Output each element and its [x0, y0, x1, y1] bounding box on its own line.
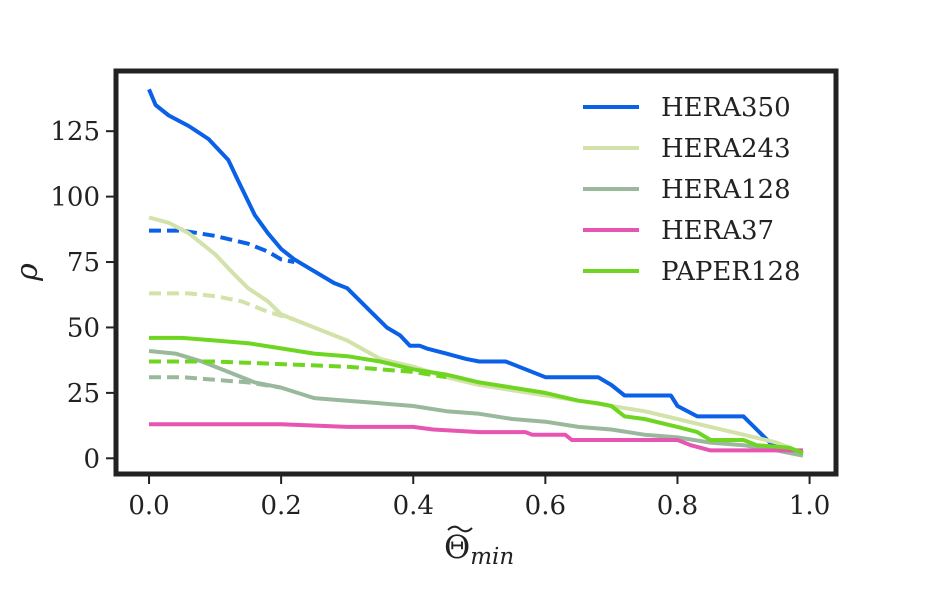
x-tick-label: 0.6: [525, 491, 566, 521]
series-line-hera37: [149, 422, 803, 453]
series-line-hera350-dashed: [149, 228, 295, 264]
x-axis-label: Θmin: [444, 528, 514, 570]
y-axis-ticks: 0 25 50 75 100 125: [50, 117, 114, 474]
x-axis-ticks: 0.0 0.2 0.4 0.6 0.8 1.0: [128, 476, 830, 521]
y-tick-label: 25: [67, 379, 100, 409]
legend: HERA350 HERA243 HERA128 HERA37 PAPER128: [583, 93, 801, 287]
legend-label: HERA128: [661, 175, 791, 205]
legend-label: HERA243: [661, 134, 791, 164]
y-tick-label: 75: [67, 248, 100, 278]
series-line-paper128-dashed: [149, 359, 447, 380]
y-tick-label: 0: [83, 444, 100, 474]
plot-lines: [147, 88, 804, 458]
series-line-hera128: [148, 349, 804, 458]
x-axis-label-main: Θ: [444, 528, 470, 566]
x-tick-label: 1.0: [789, 491, 830, 521]
x-axis-label-sub: min: [470, 544, 514, 570]
x-tick-label: 0.0: [128, 491, 169, 521]
x-tick-label: 0.2: [260, 491, 301, 521]
series-line-paper128: [149, 335, 804, 455]
plot-frame: [113, 68, 839, 477]
series-line-hera243-dashed: [149, 291, 295, 322]
x-tick-label: 0.4: [393, 491, 434, 521]
legend-label: PAPER128: [661, 257, 801, 287]
x-axis-label-tilde: [447, 525, 473, 533]
y-tick-label: 125: [50, 117, 100, 147]
legend-label: HERA37: [661, 216, 774, 246]
series-line-hera350: [147, 88, 803, 456]
x-tick-label: 0.8: [657, 491, 698, 521]
y-tick-label: 100: [50, 183, 100, 213]
series-line-hera128-dashed: [149, 375, 282, 390]
y-tick-label: 50: [67, 313, 100, 343]
legend-label: HERA350: [661, 93, 791, 123]
y-axis-label: ρ: [10, 263, 45, 282]
